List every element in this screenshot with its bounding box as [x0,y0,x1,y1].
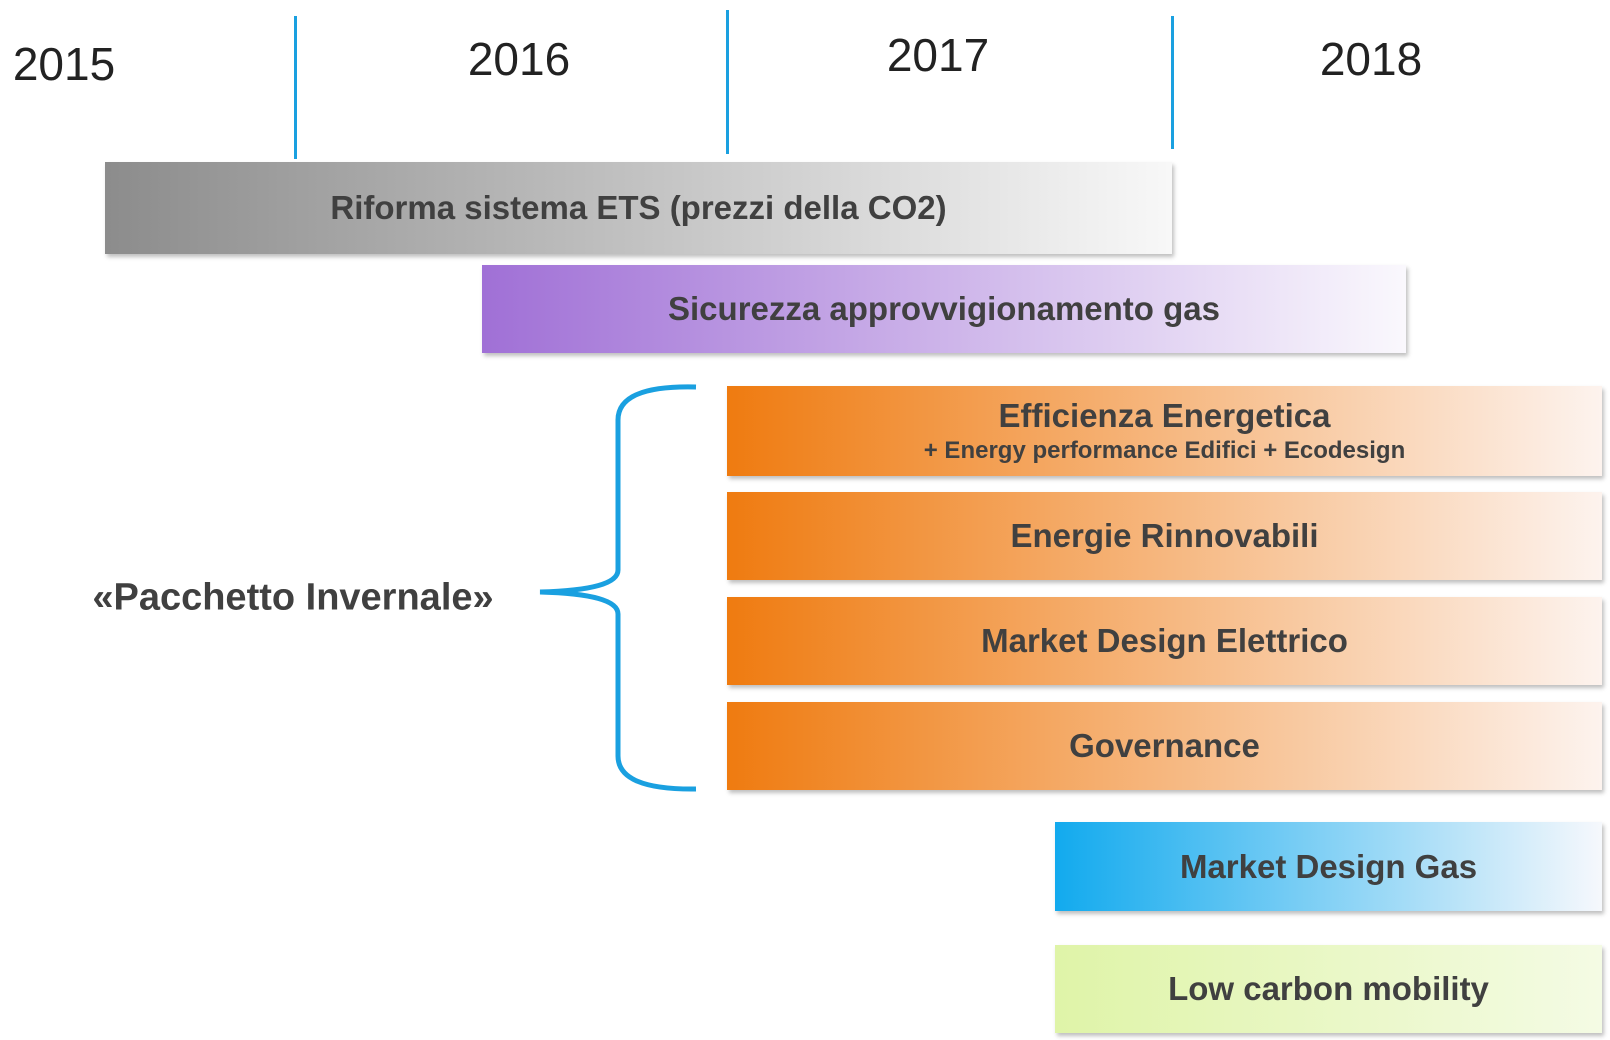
bar: Market Design Gas [1055,822,1602,911]
bar-label: Sicurezza approvvigionamento gas [668,290,1220,327]
bar: Market Design Elettrico [727,597,1602,685]
bracket-label: «Pacchetto Invernale» [92,576,494,619]
bar-label: Efficienza Energetica [998,397,1331,434]
year-divider [1171,16,1174,149]
bar: Efficienza Energetica + Energy performanc… [727,386,1602,476]
bar: Sicurezza approvvigionamento gas [482,265,1406,353]
curly-brace [539,384,697,792]
bar-label: Market Design Gas [1179,847,1478,885]
bar: Governance [727,702,1602,790]
bar-label: Governance [1069,727,1260,764]
bar-label: Market Design Elettrico [981,622,1348,659]
bar-label: Energie Rinnovabili [1010,517,1319,554]
bar: Riforma sistema ETS (prezzi della CO2) [105,162,1172,254]
year-label: 2016 [467,33,571,85]
year-label: 2017 [886,29,990,81]
bar: Energie Rinnovabili [727,492,1602,580]
year-label: 2015 [12,38,116,90]
bar: Low carbon mobility [1055,945,1602,1033]
bar-label: Riforma sistema ETS (prezzi della CO2) [330,189,947,226]
year-label: 2018 [1319,33,1423,85]
bar-sublabel: + Energy performance Edifici + Ecodesign [923,437,1406,464]
year-divider [294,16,297,159]
year-divider [726,10,729,154]
bar-label: Low carbon mobility [1168,970,1489,1007]
